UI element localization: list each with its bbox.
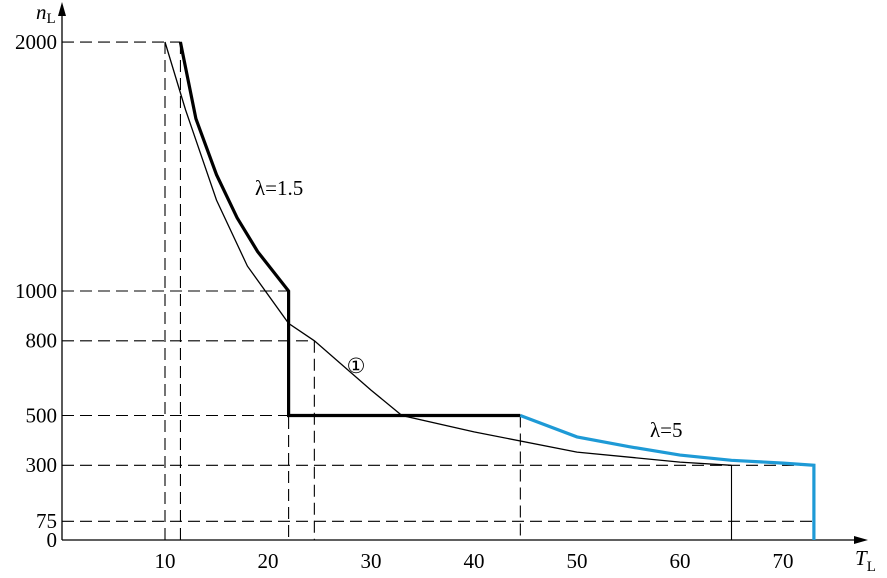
x-label-main: T (855, 546, 868, 570)
x-tick-label: 40 (464, 549, 485, 573)
y-tick-label: 2000 (15, 30, 57, 54)
x-arrow (854, 536, 868, 544)
y-tick-label: 0 (47, 528, 58, 552)
x-label-sub: L (867, 559, 876, 575)
y-axis-label: nL (36, 0, 56, 27)
x-tick-label: 20 (258, 549, 279, 573)
x-tick-label: 50 (567, 549, 588, 573)
y-arrow (58, 2, 66, 16)
series-label: ① (347, 354, 366, 378)
axes (58, 2, 868, 544)
y-label-sub: L (47, 11, 56, 27)
x-axis-label: TL (855, 546, 876, 576)
x-tick-label: 70 (773, 549, 794, 573)
y-tick-label: 75 (36, 509, 57, 533)
series-line (178, 41, 521, 418)
series-line (164, 41, 732, 466)
series-label: λ=1.5 (255, 176, 303, 200)
x-tick-label: 30 (361, 549, 382, 573)
y-tick-label: 300 (26, 453, 58, 477)
y-tick-label: 800 (26, 329, 58, 353)
series-label: λ=5 (650, 418, 683, 442)
x-tick-label: 10 (155, 549, 176, 573)
y-label-main: n (36, 0, 47, 24)
series-line (519, 414, 816, 540)
y-tick-label: 1000 (15, 279, 57, 303)
x-tick-label: 60 (670, 549, 691, 573)
y-tick-label: 500 (26, 403, 58, 427)
